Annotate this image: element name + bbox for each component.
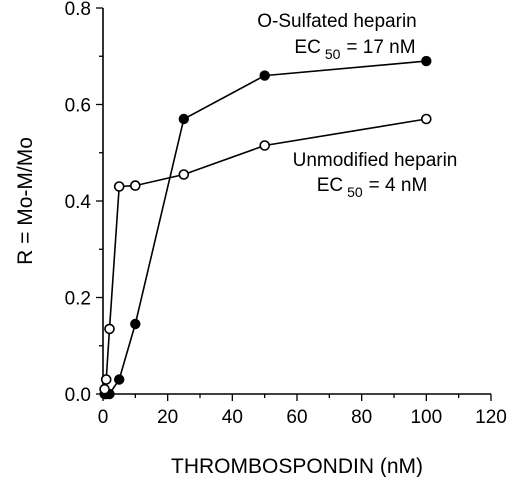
x-tick-label: 100 — [410, 407, 442, 428]
x-tick-label: 120 — [475, 407, 507, 428]
ec-prefix: EC — [317, 175, 343, 196]
x-tick-label: 60 — [286, 407, 307, 428]
series-line-o-sulfated — [104, 60, 427, 395]
annotation-o-sulfated-ec: EC 50 = 17 nM — [294, 37, 415, 62]
ec-value: = 17 nM — [346, 37, 415, 58]
data-point-unmodified — [99, 383, 110, 395]
y-tick-label: 0.6 — [65, 96, 91, 117]
series-layer — [99, 55, 432, 400]
series-line-unmodified — [103, 118, 427, 390]
annotation-o-sulfated: O-Sulfated heparin EC 50 = 17 nM — [257, 11, 417, 62]
ticks: 0 20 40 60 80 100 120 0.0 0.2 0.4 0.6 0.8 — [65, 0, 507, 428]
x-tick-label: 20 — [157, 407, 178, 428]
x-tick-label: 80 — [351, 407, 372, 428]
data-point-o-sulfated — [178, 113, 190, 125]
annotation-unmodified: Unmodified heparin EC 50 = 4 nM — [293, 150, 458, 200]
ec-value: = 4 nM — [369, 175, 428, 196]
y-tick-label: 0.2 — [65, 289, 91, 310]
x-axis-title: THROMBOSPONDIN (nM) — [171, 455, 423, 477]
ec-prefix: EC — [294, 37, 320, 58]
axes — [102, 8, 491, 395]
data-point-unmodified — [100, 374, 112, 385]
data-point-unmodified — [113, 181, 125, 192]
data-point-o-sulfated — [421, 55, 432, 67]
data-point-unmodified — [130, 180, 141, 191]
annotation-o-sulfated-name: O-Sulfated heparin — [257, 11, 417, 32]
ec-subscript: 50 — [347, 184, 363, 200]
x-tick-label: 0 — [98, 407, 109, 428]
data-point-unmodified — [420, 113, 432, 125]
data-point-o-sulfated — [259, 70, 270, 81]
y-tick-label: 0.8 — [65, 0, 91, 20]
data-point-o-sulfated — [113, 374, 125, 385]
data-point-o-sulfated — [130, 318, 141, 330]
y-axis-title: R = Mo-M/Mo — [14, 137, 37, 265]
data-point-unmodified — [104, 323, 115, 335]
data-point-unmodified — [259, 140, 271, 151]
x-tick-label: 40 — [222, 407, 243, 428]
annotation-unmodified-name: Unmodified heparin — [293, 150, 458, 171]
data-point-unmodified — [178, 169, 190, 180]
y-tick-label: 0.4 — [65, 192, 92, 213]
annotation-unmodified-ec: EC 50 = 4 nM — [317, 175, 428, 200]
y-tick-label: 0.0 — [65, 385, 91, 406]
ec-subscript: 50 — [325, 46, 341, 62]
